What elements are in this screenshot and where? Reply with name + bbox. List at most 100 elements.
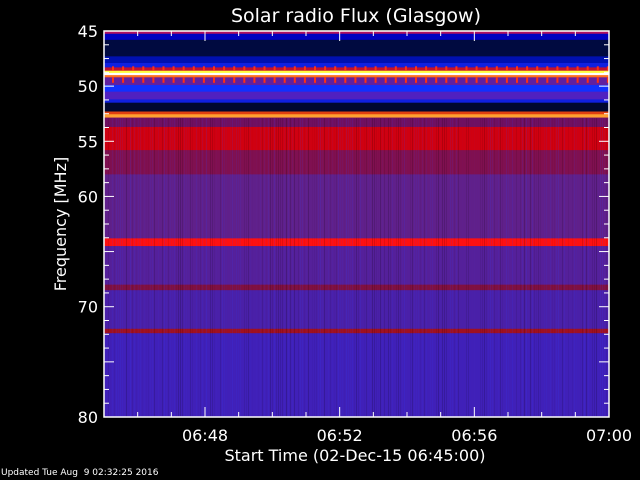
noise-streak bbox=[338, 118, 339, 417]
noise-streak bbox=[446, 118, 447, 417]
frequency-band bbox=[104, 39, 609, 57]
noise-streak bbox=[334, 118, 335, 417]
x-tick-labels: 06:48 06:52 06:56 07:00 bbox=[182, 426, 632, 445]
noise-streak bbox=[330, 118, 331, 417]
noise-streak bbox=[390, 118, 391, 417]
noise-streak bbox=[284, 118, 285, 417]
noise-streak bbox=[152, 118, 153, 417]
spike-mark bbox=[536, 77, 539, 83]
noise-streak bbox=[368, 118, 369, 417]
noise-streak bbox=[434, 118, 435, 417]
spike-mark bbox=[475, 77, 478, 83]
noise-streak bbox=[426, 118, 427, 417]
noise-streak bbox=[294, 118, 295, 417]
spike-mark bbox=[415, 77, 417, 83]
spike-mark bbox=[354, 77, 357, 83]
noise-streak bbox=[240, 118, 241, 417]
axis-ticks bbox=[104, 31, 609, 417]
noise-streak bbox=[178, 118, 179, 417]
spike-mark bbox=[202, 66, 205, 71]
noise-streak bbox=[482, 118, 483, 417]
noise-streak bbox=[224, 118, 225, 417]
frequency-band bbox=[104, 114, 609, 119]
noise-streak bbox=[252, 118, 253, 417]
y-tick-label: 45 bbox=[78, 22, 98, 41]
y-tick-label: 70 bbox=[78, 298, 98, 317]
spike-mark bbox=[374, 66, 377, 71]
noise-streak bbox=[212, 118, 213, 417]
noise-streak bbox=[308, 118, 309, 417]
noise-streak bbox=[166, 118, 167, 417]
noise-streak bbox=[588, 118, 589, 417]
frequency-band bbox=[104, 99, 609, 104]
spike-mark bbox=[293, 77, 296, 83]
noise-streak bbox=[302, 118, 303, 417]
spike-mark bbox=[435, 66, 438, 71]
noise-streak bbox=[504, 118, 505, 417]
frequency-band bbox=[104, 126, 609, 151]
noise-streak bbox=[270, 118, 271, 417]
noise-streak bbox=[108, 118, 109, 417]
noise-streak bbox=[216, 118, 217, 417]
noise-streak bbox=[188, 118, 189, 417]
spike-mark bbox=[374, 77, 377, 83]
noise-streak bbox=[318, 118, 319, 417]
noise-streak bbox=[278, 118, 279, 417]
noise-streak bbox=[436, 118, 437, 417]
spike-mark bbox=[263, 66, 266, 71]
noise-streak bbox=[492, 118, 493, 417]
spike-mark bbox=[606, 77, 609, 83]
noise-streak bbox=[598, 118, 599, 417]
noise-streak bbox=[130, 118, 131, 417]
frequency-band bbox=[104, 111, 609, 115]
noise-streak bbox=[438, 118, 439, 417]
noise-streak bbox=[120, 118, 121, 417]
spike-mark bbox=[182, 66, 185, 71]
updated-timestamp: Updated Tue Aug 9 02:32:25 2016 bbox=[1, 468, 159, 478]
noise-streak bbox=[288, 118, 289, 417]
spike-mark bbox=[344, 66, 347, 71]
spike-mark bbox=[516, 66, 518, 71]
spike-mark bbox=[475, 66, 478, 71]
noise-streak bbox=[276, 118, 277, 417]
noise-streak bbox=[502, 118, 503, 417]
noise-streak bbox=[226, 118, 227, 417]
noise-streak bbox=[440, 118, 441, 417]
spike-mark bbox=[152, 77, 155, 83]
noise-streak bbox=[260, 118, 261, 417]
noise-streak bbox=[200, 118, 201, 417]
spike-mark bbox=[415, 66, 417, 71]
noise-streak bbox=[322, 118, 323, 417]
noise-streak bbox=[366, 118, 367, 417]
spike-mark bbox=[192, 66, 195, 71]
noise-streak bbox=[532, 118, 533, 417]
spike-mark bbox=[445, 77, 448, 83]
y-tick-label: 55 bbox=[78, 132, 98, 151]
spike-mark bbox=[556, 77, 559, 83]
noise-streak bbox=[106, 118, 107, 417]
spike-mark bbox=[384, 77, 387, 83]
noise-streak bbox=[586, 118, 587, 417]
noise-streak bbox=[422, 118, 423, 417]
frequency-band bbox=[104, 238, 609, 247]
noise-streak bbox=[164, 118, 165, 417]
spike-mark bbox=[162, 66, 165, 71]
y-tick-labels: 45 50 55 60 70 80 bbox=[78, 22, 98, 427]
spike-mark bbox=[303, 77, 306, 83]
noise-streak bbox=[562, 118, 563, 417]
spike-mark bbox=[586, 77, 589, 83]
noise-streak bbox=[116, 118, 117, 417]
noise-streak bbox=[600, 118, 601, 417]
spectrogram-bands bbox=[104, 31, 609, 418]
noise-streak bbox=[280, 118, 281, 417]
noise-streak bbox=[268, 118, 269, 417]
noise-streak bbox=[384, 118, 385, 417]
frequency-band bbox=[104, 333, 609, 418]
noise-streak bbox=[576, 118, 577, 417]
spike-mark bbox=[253, 66, 256, 71]
noise-streak bbox=[372, 118, 373, 417]
noise-streak bbox=[138, 118, 139, 417]
noise-streak bbox=[174, 118, 175, 417]
noise-streak bbox=[158, 118, 159, 417]
noise-streak bbox=[396, 118, 397, 417]
